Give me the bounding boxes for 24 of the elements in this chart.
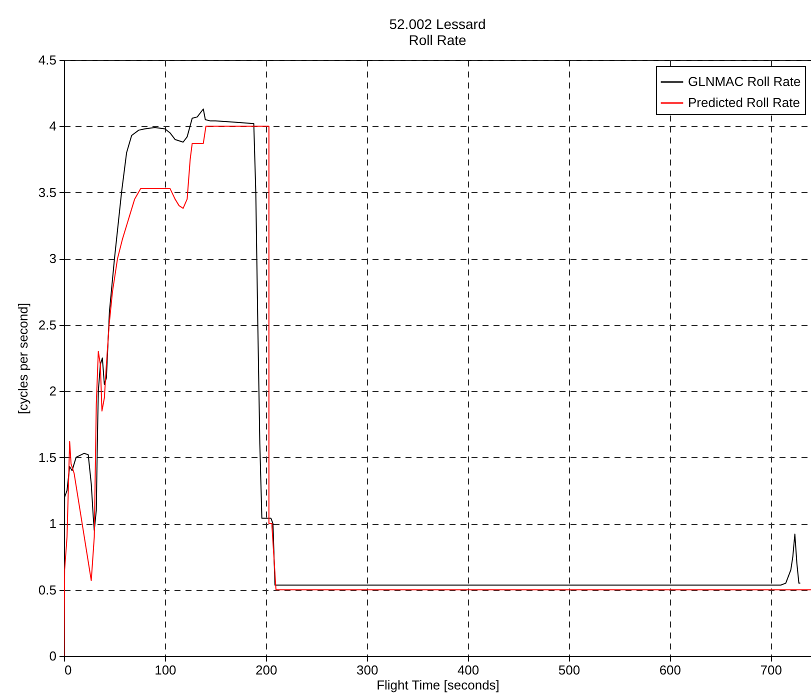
chart-subtitle: Roll Rate [408, 32, 466, 48]
y-tick-label: 1.5 [38, 450, 56, 465]
y-tick-label: 0 [49, 648, 56, 664]
legend-label: GLNMAC Roll Rate [688, 74, 801, 89]
x-tick-label: 500 [558, 662, 580, 678]
x-tick-label: 400 [457, 662, 480, 678]
legend-label: Predicted Roll Rate [688, 95, 800, 110]
y-tick-label: 4 [49, 118, 56, 134]
x-tick-label: 200 [256, 662, 278, 678]
y-tick-label: 2.5 [38, 317, 56, 332]
y-tick-label: 3.5 [38, 184, 56, 200]
y-tick-label: 0.5 [38, 582, 56, 598]
chart-title: 52.002 Lessard [389, 16, 486, 32]
y-axis-title: [cycles per second] [15, 302, 30, 414]
y-tick-label: 4.5 [38, 52, 56, 68]
y-tick-label: 1 [49, 516, 56, 532]
x-tick-label: 100 [154, 662, 176, 678]
x-axis-title: Flight Time [seconds] [376, 678, 500, 692]
x-tick-label: 600 [659, 662, 682, 678]
x-tick-label: 700 [760, 662, 782, 678]
x-tick-label: 0 [64, 662, 72, 678]
y-tick-label: 2 [49, 384, 56, 399]
x-tick-label: 300 [356, 662, 378, 678]
y-tick-label: 3 [49, 251, 56, 266]
